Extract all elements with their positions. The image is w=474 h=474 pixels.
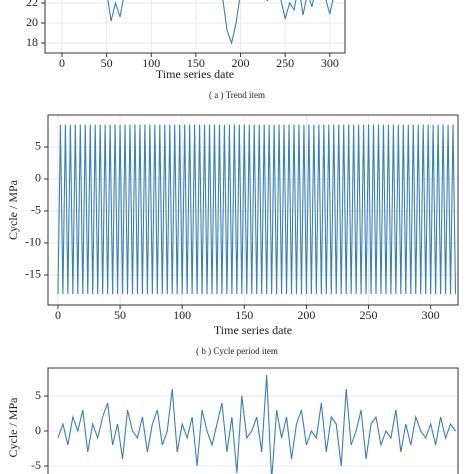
caption: ( b ) Cycle period item xyxy=(196,346,278,356)
x-tick-label: 200 xyxy=(232,56,250,70)
data-line xyxy=(107,0,334,45)
x-tick-label: 100 xyxy=(142,56,160,70)
y-tick-label: 0 xyxy=(35,423,41,437)
y-axis-label: Cycle / MPa xyxy=(6,397,20,458)
plot-frame xyxy=(47,114,459,306)
x-axis-label: Time series date xyxy=(214,323,292,337)
x-tick-label: 150 xyxy=(187,56,205,70)
x-tick-label: 200 xyxy=(297,308,315,322)
plot-frame xyxy=(47,367,459,474)
y-tick-label: -10 xyxy=(25,235,41,249)
y-tick-label: -5 xyxy=(31,458,41,472)
data-line xyxy=(57,124,457,295)
y-axis-label: Cycle / MPa xyxy=(6,179,20,240)
y-tick-label: -15 xyxy=(25,267,41,281)
x-tick-label: 50 xyxy=(114,308,126,322)
x-tick-label: 50 xyxy=(101,56,113,70)
x-tick-label: 0 xyxy=(55,308,61,322)
y-tick-label: 5 xyxy=(35,388,41,402)
data-line xyxy=(57,374,456,474)
x-tick-label: 0 xyxy=(59,56,65,70)
x-tick-label: 300 xyxy=(422,308,440,322)
y-tick-label: 18 xyxy=(26,35,38,49)
x-tick-label: 300 xyxy=(321,56,339,70)
x-axis-label: Time series date xyxy=(156,67,234,81)
plot-frame xyxy=(44,0,346,54)
y-tick-label: 22 xyxy=(26,0,38,9)
caption: ( a ) Trend item xyxy=(209,90,265,100)
x-tick-label: 150 xyxy=(235,308,253,322)
y-tick-label: 20 xyxy=(26,15,38,29)
x-tick-label: 250 xyxy=(360,308,378,322)
y-tick-label: 5 xyxy=(35,139,41,153)
y-tick-label: -5 xyxy=(31,203,41,217)
x-tick-label: 100 xyxy=(173,308,191,322)
y-tick-label: 0 xyxy=(35,171,41,185)
x-tick-label: 250 xyxy=(276,56,294,70)
